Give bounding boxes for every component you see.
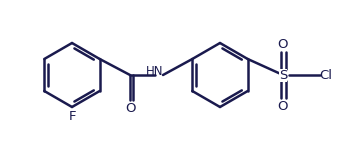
- Text: O: O: [278, 37, 288, 51]
- Text: O: O: [125, 101, 135, 115]
- Text: F: F: [68, 109, 76, 123]
- Text: S: S: [279, 68, 287, 81]
- Text: O: O: [278, 100, 288, 112]
- Text: Cl: Cl: [320, 68, 332, 81]
- Text: HN: HN: [146, 64, 164, 77]
